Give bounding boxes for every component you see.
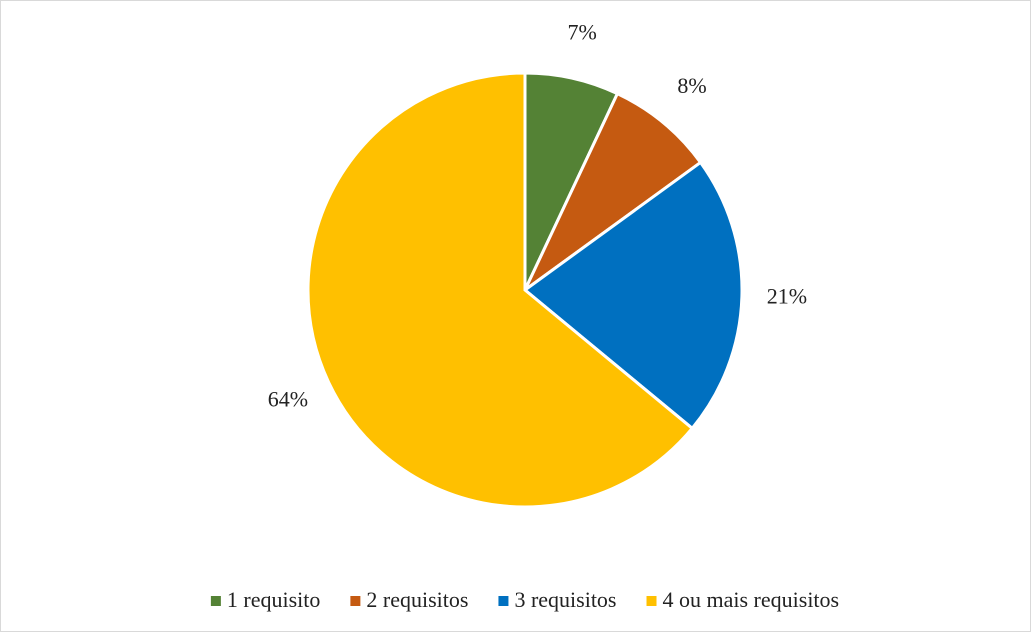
data-label: 7%: [567, 19, 596, 44]
pie-slice: [522, 160, 744, 431]
data-label: 21%: [767, 283, 807, 308]
legend-label: 4 ou mais requisitos: [663, 587, 840, 612]
pie-slice: [523, 91, 703, 292]
legend-swatch: [210, 596, 221, 606]
legend-swatch: [350, 596, 361, 606]
legend-label: 3 requisitos: [514, 587, 616, 612]
legend-label: 2 requisitos: [366, 587, 468, 612]
legend-label: 1 requisito: [227, 587, 321, 612]
legend-swatch: [498, 596, 509, 606]
pie-slice: [306, 71, 695, 509]
data-label: 64%: [268, 387, 308, 412]
data-label: 8%: [677, 73, 706, 98]
legend-swatch: [646, 596, 657, 606]
